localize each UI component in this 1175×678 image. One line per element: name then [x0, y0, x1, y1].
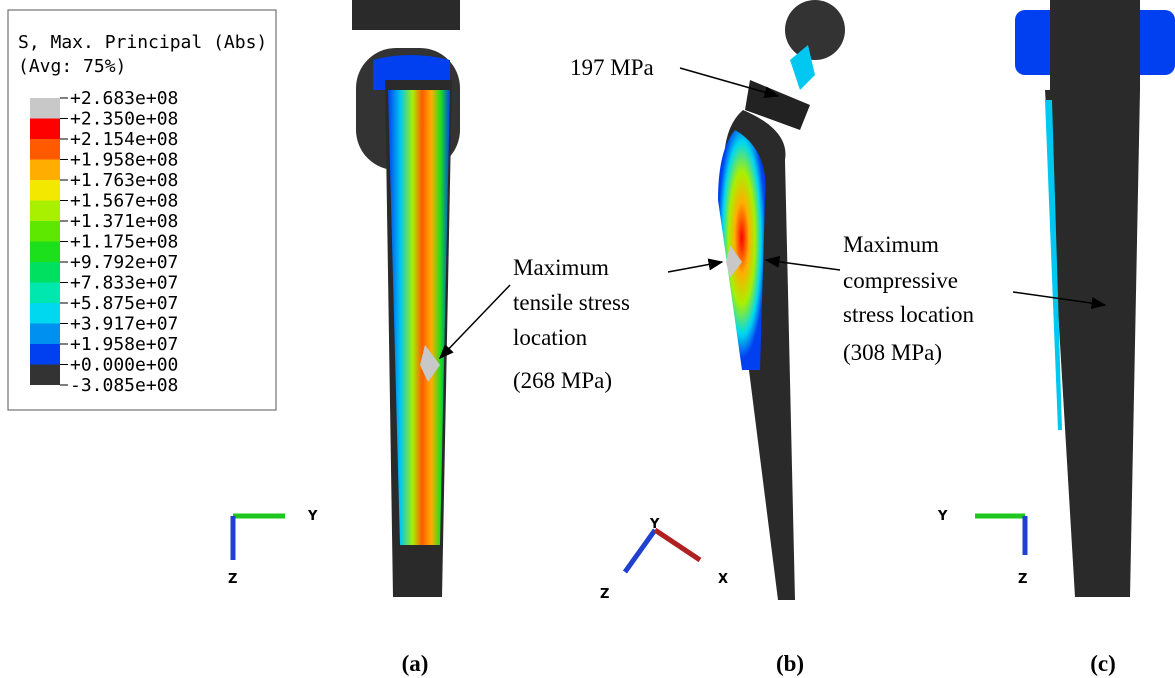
- axis-label: Y: [649, 517, 660, 532]
- legend-swatch: [30, 180, 60, 201]
- legend-label: +9.792e+07: [70, 252, 178, 273]
- axis-label: Y: [307, 509, 318, 524]
- annotation-line: Maximum: [843, 232, 939, 257]
- legend-label: +1.175e+08: [70, 232, 178, 253]
- legend: S, Max. Principal (Abs) (Avg: 75%) +2.683e…: [18, 32, 267, 396]
- legend-swatch: [30, 221, 60, 242]
- legend-title: S, Max. Principal (Abs): [18, 32, 267, 53]
- legend-title: (Avg: 75%): [18, 56, 126, 77]
- legend-label: +1.371e+08: [70, 211, 178, 232]
- legend-label: +1.958e+07: [70, 334, 178, 355]
- annotation-line: stress location: [843, 302, 974, 327]
- legend-label: -3.085e+08: [70, 375, 178, 396]
- panel-label: (b): [776, 651, 804, 676]
- tensile-annotation: Maximum tensile stress location (268 MPa): [513, 255, 630, 393]
- panel-labels: (a) (b) (c): [402, 651, 1116, 676]
- implant-b: [718, 0, 845, 600]
- legend-label: +7.833e+07: [70, 273, 178, 294]
- axis-label: Z: [1018, 572, 1027, 587]
- legend-swatch: [30, 159, 60, 180]
- legend-label: +1.567e+08: [70, 191, 178, 212]
- legend-swatch: [30, 262, 60, 283]
- arrows: [438, 67, 1107, 360]
- panel-label: (a): [402, 651, 429, 676]
- legend-swatch: [30, 118, 60, 139]
- legend-label: +2.350e+08: [70, 109, 178, 130]
- legend-label: +2.683e+08: [70, 88, 178, 109]
- annotation-line: Maximum: [513, 255, 609, 280]
- neck-annotation: 197 MPa: [570, 55, 654, 80]
- legend-swatch: [30, 323, 60, 344]
- annotation-line: (268 MPa): [513, 368, 612, 393]
- legend-label: +2.154e+08: [70, 129, 178, 150]
- legend-label: +3.917e+07: [70, 314, 178, 335]
- annotation-line: tensile stress: [513, 290, 630, 315]
- legend-swatch: [30, 303, 60, 324]
- legend-swatch: [30, 200, 60, 221]
- compressive-annotation: Maximum compressive stress location (308 MP…: [843, 232, 974, 365]
- legend-label: +0.000e+00: [70, 355, 178, 376]
- axis-label: Z: [600, 587, 609, 602]
- annotation-line: location: [513, 325, 588, 350]
- axis-label: X: [718, 572, 728, 587]
- annotation-line: compressive: [843, 268, 958, 293]
- legend-swatch: [30, 364, 60, 385]
- implant-a: [352, 0, 460, 597]
- legend-swatch: [30, 241, 60, 262]
- legend-swatch: [30, 344, 60, 365]
- legend-swatch: [30, 282, 60, 303]
- legend-label: +1.763e+08: [70, 170, 178, 191]
- axis-label: Y: [937, 509, 948, 524]
- annotation-line: (308 MPa): [843, 340, 942, 365]
- legend-label: +5.875e+07: [70, 293, 178, 314]
- legend-swatch: [30, 139, 60, 160]
- panel-label: (c): [1090, 651, 1116, 676]
- legend-swatch: [30, 98, 60, 119]
- axis-label: Z: [228, 572, 237, 587]
- triads: [230, 513, 1028, 574]
- implant-c: [1015, 0, 1175, 597]
- legend-label: +1.958e+08: [70, 150, 178, 171]
